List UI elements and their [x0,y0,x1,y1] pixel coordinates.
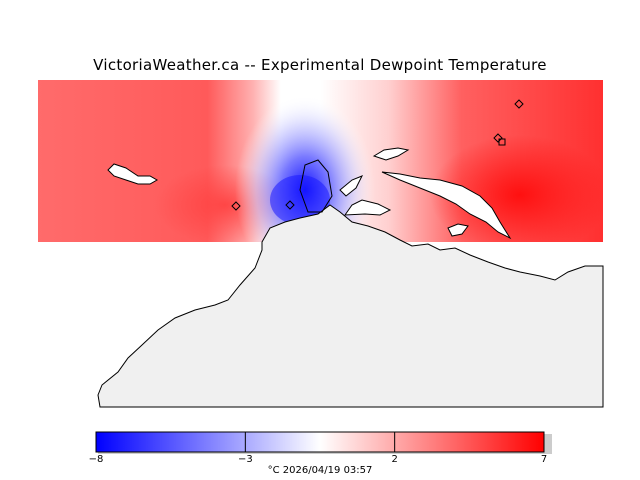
colorbar-tick-label: −3 [237,454,253,465]
station-marker [231,201,241,211]
colorbar-tick-label: 7 [540,454,548,465]
colorbar-scale [95,431,545,453]
peninsula-central [299,159,333,213]
station-marker [514,99,524,109]
colorbar-tick-label: −8 [88,454,104,465]
colorbar-tick-label: 2 [391,454,398,465]
inlet-central [339,175,364,197]
coast-east-b [447,223,469,237]
colorbar [95,431,552,454]
station-marker [498,138,506,146]
station-marker [493,133,503,143]
coastlines [107,147,512,240]
station-markers [231,99,524,211]
colorbar-caption: °C 2026/04/19 03:57 [267,465,373,476]
map-title: VictoriaWeather.ca -- Experimental Dewpo… [93,56,547,74]
station-marker [285,200,295,210]
island-west [107,163,159,185]
island-north [372,147,410,161]
coast-east-a [381,171,512,240]
island-saanich [344,199,392,216]
land-mass [97,204,604,408]
colorbar-ticks [244,432,396,452]
